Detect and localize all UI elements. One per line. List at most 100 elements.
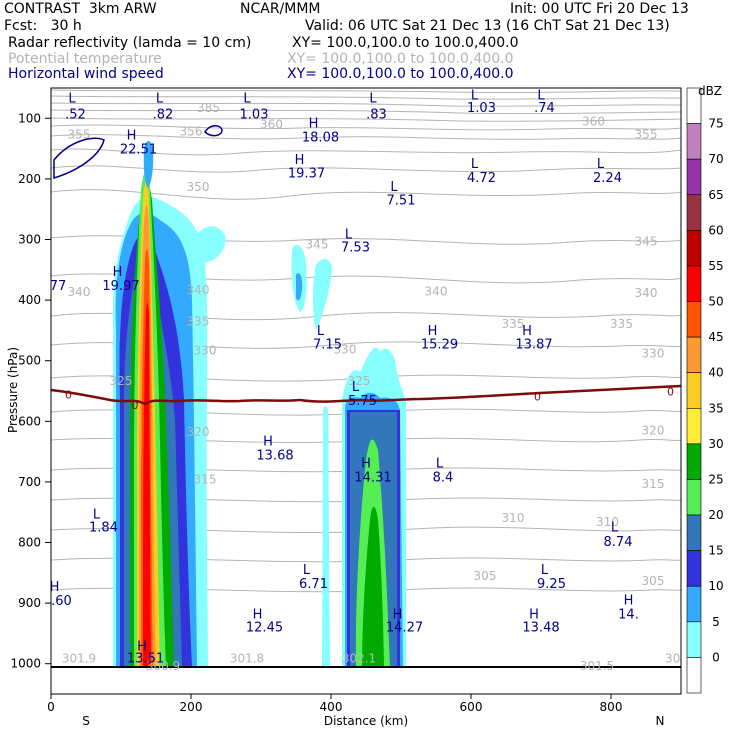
wind-extremum-marker: L	[390, 180, 398, 195]
wind-speed-value: 6.71	[299, 577, 328, 592]
theta-contour-label: 315	[194, 473, 217, 487]
y-tick-label: 1000	[10, 657, 41, 671]
x-tick-label: 600	[460, 700, 483, 714]
theta-contour-label: 356	[180, 124, 203, 138]
colorbar-level-label: 40	[708, 366, 723, 380]
colorbar-swatch	[686, 265, 702, 302]
wind-speed-value: 77	[50, 279, 67, 294]
y-tick-label: 800	[18, 536, 41, 550]
wind-speed-value: 7.51	[387, 193, 416, 208]
wind-speed-value: 5.75	[348, 394, 377, 409]
init-time: Init: 00 UTC Fri 20 Dec 13	[510, 1, 689, 17]
colorbar-level-label: 55	[708, 259, 723, 273]
wind-speed-value: 4.72	[467, 171, 496, 186]
freezing-level-line	[51, 384, 681, 406]
wind-extremum-marker: H	[137, 639, 147, 654]
theta-contour-label: 340	[425, 284, 448, 298]
wind-extremum-marker: H	[127, 129, 137, 144]
y-tick-label: 600	[18, 414, 41, 428]
y-axis-label: Pressure (hPa)	[6, 347, 20, 433]
wind-extremum-marker: L	[369, 92, 377, 107]
colorbar-swatch	[686, 407, 702, 445]
theta-contour-label: 330	[642, 347, 665, 361]
wind-speed-value: 15.29	[421, 338, 458, 353]
wind-speed-value: 1.03	[240, 107, 269, 122]
wind-speed-value: 7.53	[341, 241, 370, 256]
wind-extremum-marker: L	[597, 157, 605, 172]
model-title: CONTRAST 3km ARW	[4, 1, 157, 17]
colorbar-swatch	[686, 336, 702, 374]
colorbar-level-label: 5	[712, 615, 720, 629]
y-tick-label: 100	[18, 111, 41, 125]
field-xy-wind: XY= 100.0,100.0 to 100.0,400.0	[287, 66, 514, 82]
theta-contour-label: 320	[642, 424, 665, 438]
y-tick-label: 700	[18, 475, 41, 489]
field-label-theta: Potential temperature	[8, 51, 162, 67]
theta-contour-label: 385	[197, 101, 220, 115]
wind-speed-value: 1.84	[89, 521, 118, 536]
colorbar-level-label: 35	[708, 401, 723, 415]
theta-contour-label: 310	[596, 515, 619, 529]
freezing-level-label: 0	[534, 390, 541, 403]
wind-speed-value: 12.45	[246, 621, 283, 636]
colorbar-level-label: 15	[708, 544, 723, 558]
freezing-level-label: 0	[667, 386, 674, 399]
wind-speed-value: 7.15	[313, 338, 342, 353]
wind-speed-value: 13.87	[515, 338, 552, 353]
reflectivity-column-1	[322, 406, 330, 667]
field-xy-reflectivity: XY= 100.0,100.0 to 100.0,400.0	[292, 35, 519, 51]
field-label-reflectivity: Radar reflectivity (lamda = 10 cm)	[8, 35, 252, 51]
theta-contour-label: 340	[68, 285, 91, 299]
colorbar-level-label: 75	[708, 117, 723, 131]
wind-extremum-marker: H	[50, 580, 60, 595]
theta-contour-label: 340	[635, 286, 658, 300]
theta-contour-label: 360	[260, 118, 283, 132]
wind-extremum-marker: L	[93, 507, 101, 522]
theta-contour-label: 335	[187, 315, 210, 329]
y-tick-label: 500	[18, 354, 41, 368]
field-xy-theta: XY= 100.0,100.0 to 100.0,400.0	[287, 51, 514, 67]
wind-speed-value: .74	[534, 101, 555, 116]
wind-extremum-marker: L	[156, 92, 164, 107]
center-title: NCAR/MMM	[240, 1, 321, 17]
plot-frame	[50, 87, 682, 695]
colorbar-level-label: 65	[708, 188, 723, 202]
colorbar-swatch	[686, 479, 702, 516]
wind-extremum-marker: L	[471, 157, 479, 172]
colorbar-level-label: 60	[708, 223, 723, 237]
wind-extremum-marker: H	[522, 324, 532, 339]
theta-contour-label: 301.9	[62, 651, 96, 665]
valid-time: Valid: 06 UTC Sat 21 Dec 13 (16 ChT Sat …	[305, 18, 670, 34]
wind-extremum-marker: H	[309, 116, 319, 131]
x-axis: 0 200 400 600 800	[47, 694, 622, 714]
theta-contour-label: 30	[665, 651, 680, 665]
y-tick-label: 200	[18, 172, 41, 186]
colorbar-swatch	[686, 372, 702, 409]
colorbar-swatch	[686, 514, 702, 551]
x-tick-label: 0	[47, 700, 55, 714]
colorbar-swatch	[686, 230, 702, 267]
wind-extremum-marker: H	[263, 435, 273, 450]
reflectivity-cell-2	[342, 347, 406, 667]
freezing-level-label: 0	[132, 399, 139, 412]
theta-contour-label: 325	[348, 374, 371, 388]
wind-extremum-marker: H	[361, 456, 371, 471]
theta-contour-label: 335	[610, 317, 633, 331]
colorbar-swatch	[686, 550, 702, 587]
forecast-hour: Fcst: 30 h	[4, 18, 82, 34]
wind-speed-contour-closed-small	[204, 125, 223, 137]
wind-extremum-marker: H	[253, 607, 263, 622]
wind-speed-value: 2.24	[593, 171, 622, 186]
wind-speed-value: 14.	[618, 607, 639, 622]
wind-speed-contour-closed	[53, 137, 105, 180]
wind-extremum-marker: H	[624, 593, 634, 608]
colorbar-level-label: 20	[708, 508, 723, 522]
y-axis: 100 200 300 400 500 600 700 800 900 1000	[10, 111, 51, 671]
colorbar-swatch	[686, 158, 702, 196]
theta-contour-label: 310	[502, 511, 525, 525]
colorbar-swatch	[686, 621, 702, 658]
x-tick-label: 200	[180, 700, 203, 714]
x-axis-north-label: N	[656, 714, 665, 728]
theta-contour-label: 360	[582, 115, 605, 129]
